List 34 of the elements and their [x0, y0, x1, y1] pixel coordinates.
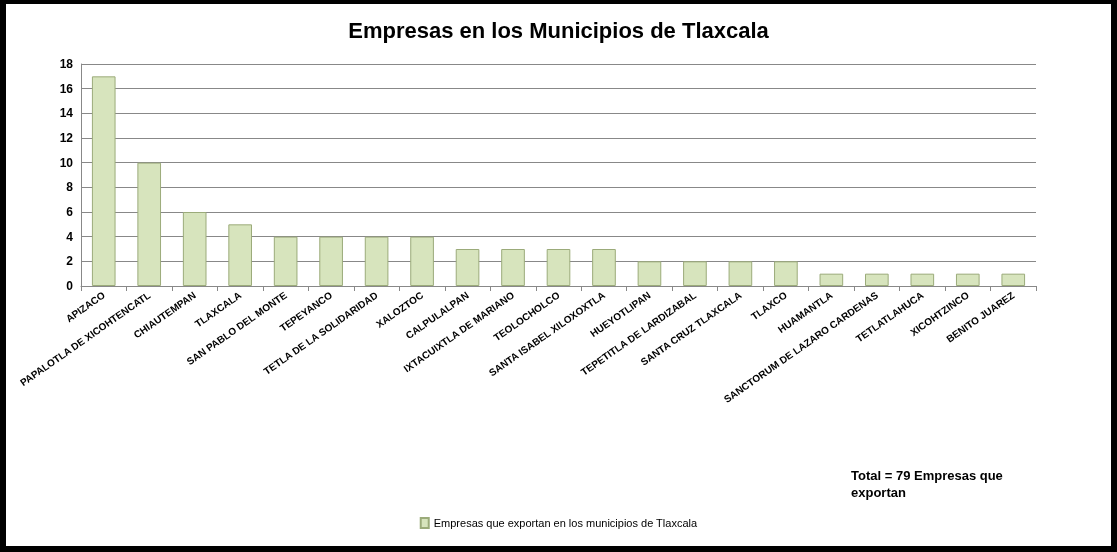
chart-title: Empresas en los Municipios de Tlaxcala — [348, 17, 770, 43]
bar — [228, 224, 252, 286]
bar — [1001, 273, 1026, 286]
bar — [819, 273, 844, 286]
bar — [955, 273, 980, 286]
bar — [137, 162, 162, 286]
bar — [683, 261, 707, 286]
legend-label: Empresas que exportan en los municipios de Tlaxcala — [433, 517, 698, 529]
y-tick-label: 4 — [66, 229, 74, 244]
bar — [637, 261, 662, 286]
bar — [410, 236, 434, 286]
bar — [273, 236, 298, 286]
y-tick-label: 0 — [66, 279, 74, 293]
y-tick-label: 2 — [66, 254, 74, 269]
y-tick-label: 14 — [59, 106, 74, 121]
bar — [182, 212, 207, 286]
bar — [546, 249, 571, 286]
bar — [501, 249, 525, 286]
y-tick-label: 18 — [59, 57, 74, 71]
bar — [592, 249, 616, 286]
text: Total = 79 Empresas que exportan — [851, 468, 1007, 500]
bar — [910, 273, 935, 286]
bar — [455, 249, 480, 286]
y-tick-label: 6 — [66, 205, 74, 219]
bar — [728, 261, 753, 286]
bar — [319, 236, 343, 286]
bar — [774, 261, 798, 286]
y-tick-label: 10 — [59, 155, 74, 170]
y-tick-label: 16 — [59, 81, 74, 96]
y-tick-label: 8 — [66, 180, 74, 195]
bar — [364, 236, 389, 286]
bar — [91, 76, 116, 286]
bar — [865, 273, 889, 286]
y-tick-label: 12 — [59, 131, 74, 145]
